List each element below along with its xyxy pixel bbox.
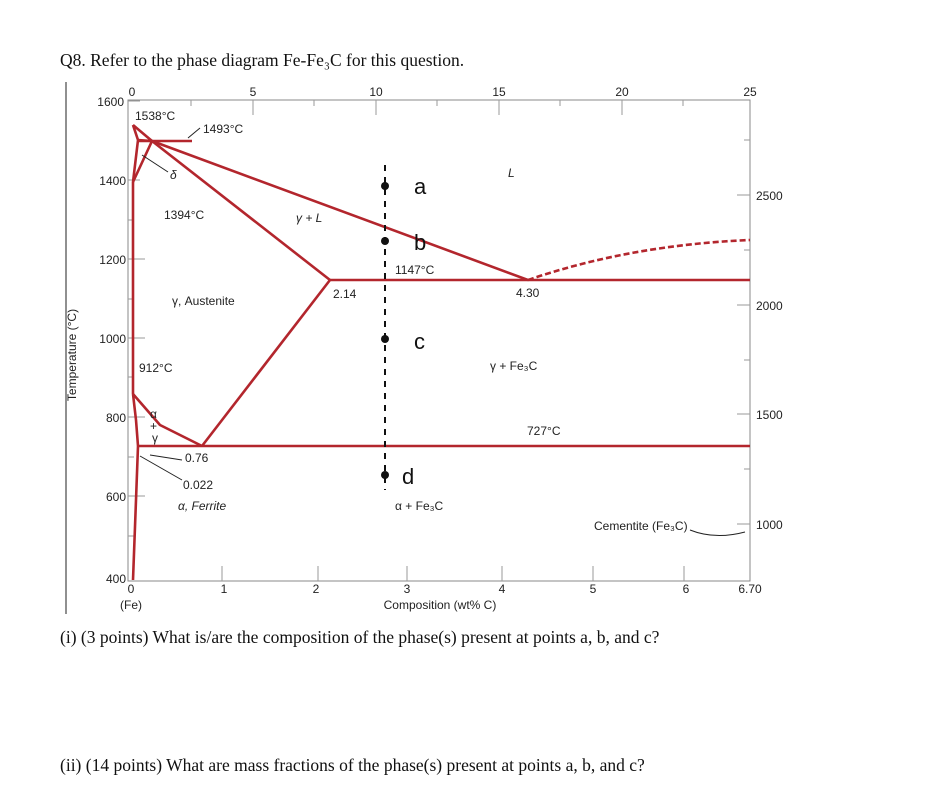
- left-tick-400: 400: [106, 572, 126, 586]
- label-727: 727°C: [527, 424, 561, 438]
- alpha-solvus: [131, 393, 140, 581]
- leader-lines: [139, 127, 746, 536]
- point-d-dot: [381, 471, 389, 479]
- x-origin-fe: (Fe): [120, 598, 142, 612]
- right-tick-1000: 1000: [756, 518, 783, 532]
- point-c-dot: [381, 335, 389, 343]
- left-tick-1600: 1600: [97, 95, 124, 109]
- top-tick-5: 5: [250, 85, 257, 99]
- top-axis: 0 5 10 15 20 25: [129, 85, 757, 115]
- point-c-label: c: [414, 329, 425, 354]
- point-a-dot: [381, 182, 389, 190]
- right-tick-1500: 1500: [756, 408, 783, 422]
- label-austenite: γ, Austenite: [172, 294, 235, 308]
- label-delta: δ: [170, 168, 177, 182]
- diagram-labels: 1538°C 1493°C δ 1394°C γ + L L 1147°C 2.…: [135, 109, 688, 533]
- composition-line: a b c d: [381, 165, 427, 490]
- solidus-line: [151, 139, 331, 282]
- plot-frame: [127, 99, 751, 582]
- label-0-022: 0.022: [183, 478, 213, 492]
- left-tick-1400: 1400: [99, 174, 126, 188]
- label-1394: 1394°C: [164, 208, 204, 222]
- right-axis: 2500 2000 1500 1000: [737, 139, 783, 532]
- point-d-label: d: [402, 464, 414, 489]
- label-l: L: [508, 166, 515, 180]
- question-part-1: (i) (3 points) What is/are the compositi…: [60, 627, 660, 647]
- bottom-tick-6-70: 6.70: [738, 582, 762, 596]
- top-tick-10: 10: [369, 85, 383, 99]
- bottom-tick-6: 6: [683, 582, 690, 596]
- cementite-liquidus-dashed: [527, 238, 751, 282]
- bottom-tick-3: 3: [404, 582, 411, 596]
- label-gamma-small: γ: [152, 431, 158, 445]
- top-tick-0: 0: [129, 85, 136, 99]
- label-1147: 1147°C: [395, 263, 435, 277]
- right-tick-2500: 2500: [756, 189, 783, 203]
- top-tick-15: 15: [492, 85, 506, 99]
- bottom-tick-5: 5: [590, 582, 597, 596]
- label-gamma-l: γ + L: [296, 211, 322, 225]
- label-912: 912°C: [139, 361, 173, 375]
- left-tick-1000: 1000: [99, 332, 126, 346]
- bottom-tick-0: 0: [128, 582, 135, 596]
- label-1493: 1493°C: [203, 122, 243, 136]
- label-cementite: Cementite (Fe₃C): [594, 519, 688, 533]
- question-part-2: (ii) (14 points) What are mass fractions…: [60, 755, 645, 775]
- liquidus-line: [132, 124, 529, 282]
- acm-line: [200, 279, 332, 447]
- point-b-dot: [381, 237, 389, 245]
- phase-boundaries: [131, 124, 751, 581]
- bottom-tick-2: 2: [313, 582, 320, 596]
- label-0-76: 0.76: [185, 451, 209, 465]
- point-a-label: a: [414, 174, 427, 199]
- label-alpha-small: α: [150, 407, 157, 421]
- y-axis-title: Temperature (°C): [65, 309, 79, 401]
- label-2-14: 2.14: [333, 287, 357, 301]
- a3-line: [132, 393, 203, 448]
- bottom-tick-1: 1: [221, 582, 228, 596]
- x-axis-title: Composition (wt% C): [384, 598, 497, 612]
- label-ferrite: α, Ferrite: [178, 499, 227, 513]
- label-gamma-fe3c: γ + Fe₃C: [490, 359, 538, 373]
- left-tick-1200: 1200: [99, 253, 126, 267]
- bottom-axis: 0 1 2 3 4 5 6 6.70 (Fe) Composition (wt%…: [120, 566, 762, 612]
- top-tick-25: 25: [743, 85, 757, 99]
- question-title: Q8. Refer to the phase diagram Fe-Fe₃C f…: [60, 50, 465, 70]
- label-4-30: 4.30: [516, 286, 540, 300]
- left-tick-800: 800: [106, 411, 126, 425]
- label-plus-small: +: [150, 419, 157, 433]
- left-tick-600: 600: [106, 490, 126, 504]
- label-1538: 1538°C: [135, 109, 175, 123]
- right-tick-2000: 2000: [756, 299, 783, 313]
- label-alpha-fe3c: α + Fe₃C: [395, 499, 444, 513]
- point-b-label: b: [414, 230, 426, 255]
- bottom-tick-4: 4: [499, 582, 506, 596]
- top-tick-20: 20: [615, 85, 629, 99]
- left-axis: 1600 1400 1200 1000 800 600 400: [97, 95, 145, 586]
